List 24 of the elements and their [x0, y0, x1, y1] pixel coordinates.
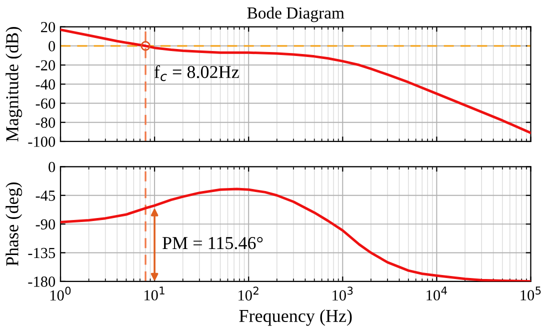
- y-tick-label: 0: [48, 162, 56, 172]
- y-tick-label: -90: [36, 219, 56, 230]
- y-tick-label: -40: [36, 79, 56, 90]
- annotation: f$_{c}$ = 8.02Hz: [154, 65, 239, 82]
- x-tick-label: 10$^{3}$: [332, 286, 353, 301]
- x-tick-label: 10$^{4}$: [426, 286, 447, 300]
- y-axis-title: Phase (deg): [6, 182, 22, 266]
- x-tick-label: 10$^{2}$: [238, 286, 258, 301]
- x-tick-label: 10$^{1}$: [144, 286, 164, 300]
- y-tick-label: 20: [41, 22, 56, 32]
- y-tick-label: -100: [28, 136, 56, 147]
- y-tick-label: -135: [28, 248, 56, 258]
- x-tick-label: 10$^{0}$: [50, 286, 71, 301]
- y-tick-label: -45: [36, 190, 56, 201]
- chart-title: Bode Diagram: [247, 6, 344, 22]
- y-tick-label: -180: [28, 276, 56, 287]
- y-tick-label: -80: [36, 118, 56, 128]
- x-axis-title: Frequency (Hz): [239, 309, 352, 326]
- x-tick-label: 10$^{5}$: [520, 286, 541, 300]
- y-tick-label: -20: [36, 60, 56, 70]
- y-tick-label: -60: [36, 98, 56, 109]
- y-axis-title: Magnitude (dB): [6, 27, 22, 142]
- y-tick-label: 0: [48, 41, 56, 52]
- annotation: PM = 115.46°: [162, 236, 263, 250]
